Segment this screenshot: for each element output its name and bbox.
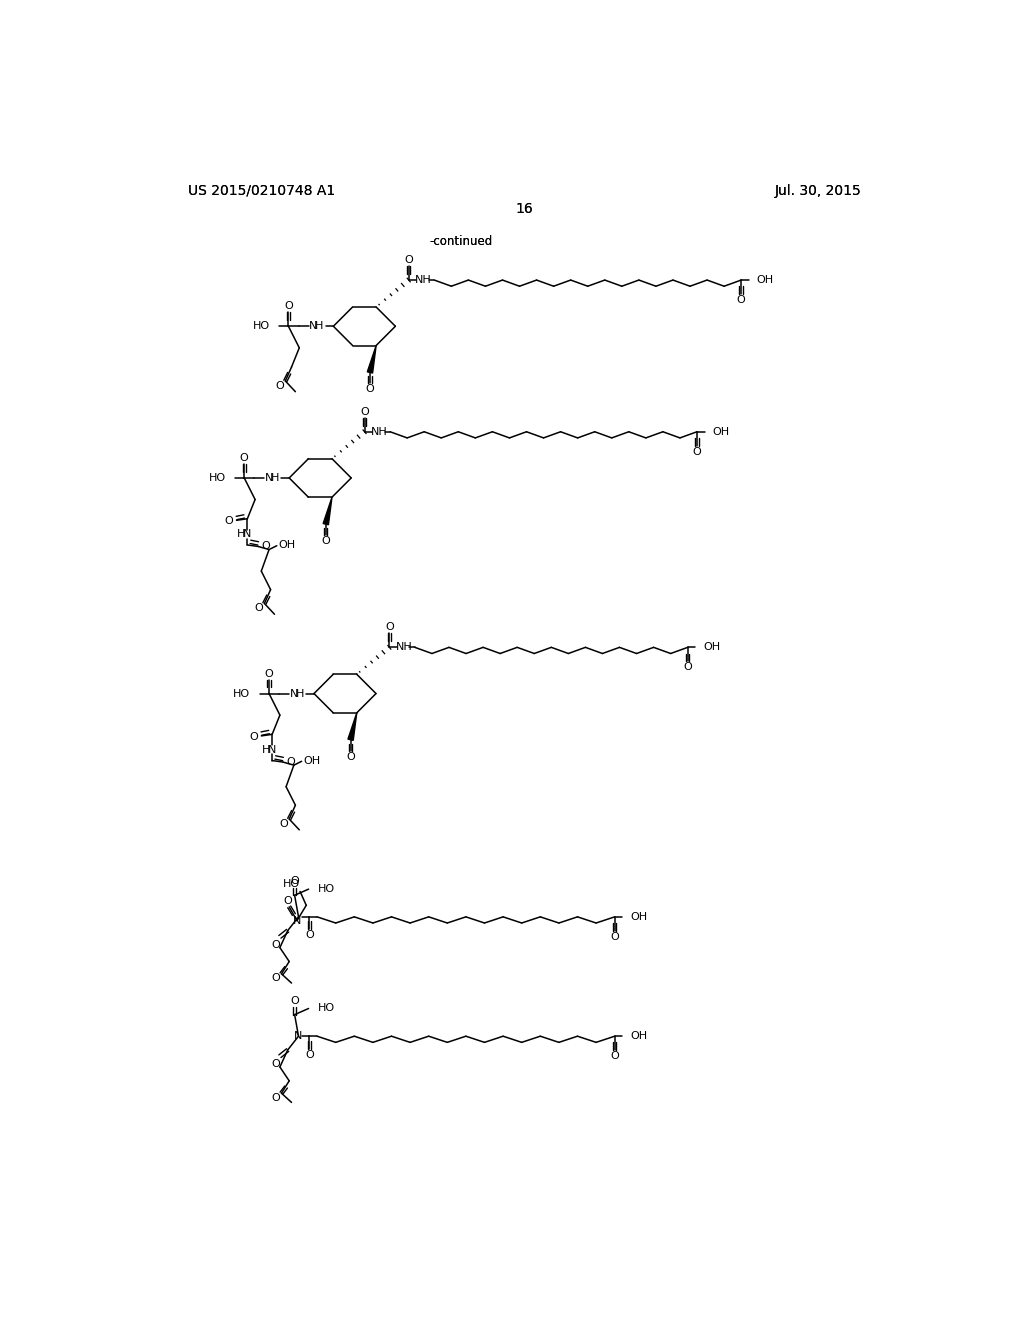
Text: O: O: [360, 407, 369, 417]
Text: HO: HO: [317, 1003, 335, 1014]
Text: O: O: [271, 940, 280, 949]
Text: O: O: [249, 731, 258, 742]
Text: 16: 16: [516, 202, 534, 216]
Text: US 2015/0210748 A1: US 2015/0210748 A1: [188, 183, 336, 198]
Text: O: O: [737, 296, 745, 305]
Text: OH: OH: [757, 275, 774, 285]
Text: N: N: [309, 321, 317, 331]
Text: N: N: [290, 689, 298, 698]
Text: O: O: [385, 622, 393, 632]
Text: O: O: [271, 1059, 280, 1069]
Polygon shape: [324, 498, 332, 525]
Text: OH: OH: [630, 1031, 647, 1041]
Text: O: O: [366, 384, 375, 395]
Text: N: N: [243, 529, 252, 539]
Text: O: O: [284, 896, 292, 906]
Text: N: N: [265, 473, 273, 483]
Text: -continued: -continued: [430, 235, 493, 248]
Text: O: O: [290, 876, 299, 887]
Text: NH: NH: [371, 426, 388, 437]
Text: US 2015/0210748 A1: US 2015/0210748 A1: [188, 183, 336, 198]
Text: OH: OH: [279, 540, 296, 550]
Polygon shape: [368, 346, 376, 374]
Text: O: O: [275, 380, 285, 391]
Text: O: O: [280, 818, 288, 829]
Text: 16: 16: [516, 202, 534, 216]
Text: H: H: [296, 689, 304, 698]
Text: H: H: [271, 473, 280, 483]
Text: O: O: [683, 663, 692, 672]
Text: O: O: [224, 516, 233, 527]
Text: O: O: [322, 536, 330, 546]
Text: O: O: [290, 995, 299, 1006]
Text: N: N: [268, 744, 276, 755]
Text: OH: OH: [713, 426, 730, 437]
Text: Jul. 30, 2015: Jul. 30, 2015: [774, 183, 861, 198]
Text: N: N: [293, 916, 301, 925]
Text: O: O: [261, 541, 270, 552]
Text: HO: HO: [233, 689, 251, 698]
Text: O: O: [404, 255, 413, 265]
Text: NH: NH: [415, 275, 432, 285]
Text: O: O: [305, 1049, 313, 1060]
Text: O: O: [346, 751, 355, 762]
Text: Jul. 30, 2015: Jul. 30, 2015: [774, 183, 861, 198]
Text: O: O: [240, 453, 249, 463]
Text: O: O: [255, 603, 263, 612]
Text: O: O: [284, 301, 293, 312]
Text: HO: HO: [209, 473, 225, 483]
Text: O: O: [264, 668, 273, 678]
Text: O: O: [692, 446, 701, 457]
Text: O: O: [271, 973, 280, 983]
Text: -continued: -continued: [430, 235, 493, 248]
Text: O: O: [305, 931, 313, 940]
Text: H: H: [237, 529, 246, 539]
Text: OH: OH: [703, 643, 720, 652]
Text: HO: HO: [317, 884, 335, 894]
Text: O: O: [287, 758, 295, 767]
Text: OH: OH: [303, 755, 321, 766]
Text: H: H: [262, 744, 270, 755]
Text: O: O: [271, 1093, 280, 1102]
Text: HO: HO: [283, 879, 300, 888]
Text: N: N: [294, 1031, 303, 1041]
Text: HO: HO: [253, 321, 270, 331]
Text: O: O: [610, 932, 620, 942]
Text: H: H: [315, 321, 324, 331]
Text: O: O: [610, 1051, 620, 1061]
Polygon shape: [348, 713, 356, 741]
Text: OH: OH: [630, 912, 647, 921]
Text: NH: NH: [395, 643, 413, 652]
